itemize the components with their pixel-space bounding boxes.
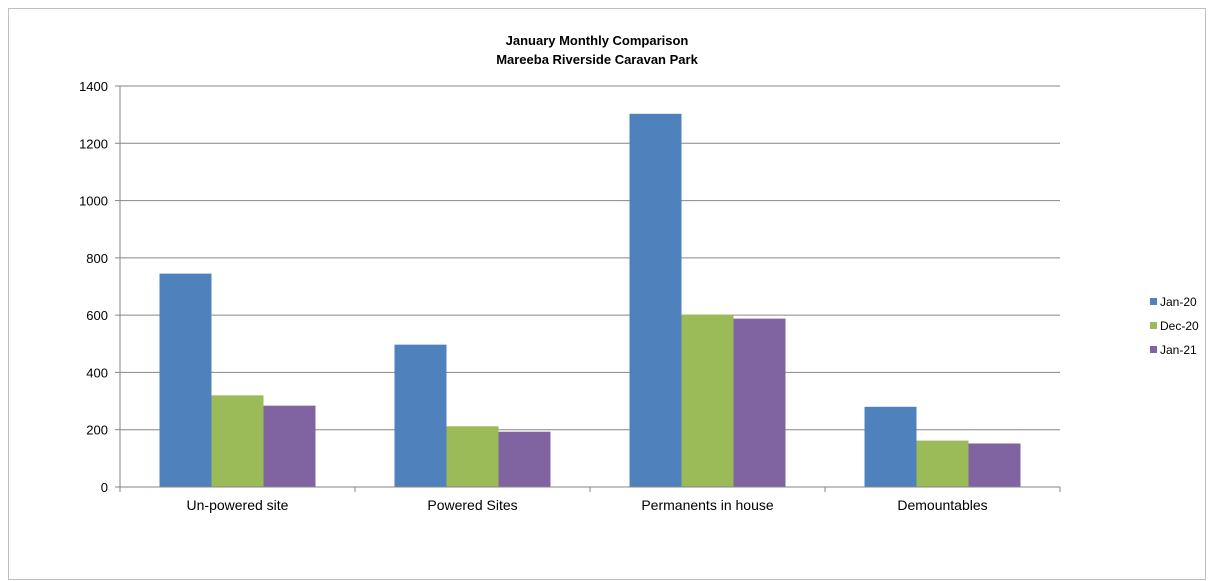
y-tick-label: 1400	[79, 79, 108, 94]
bar	[498, 431, 551, 487]
bar	[394, 344, 447, 487]
x-axis-labels: Un-powered site Powered Sites Permanents i…	[187, 497, 988, 513]
legend-swatch	[1150, 322, 1157, 329]
x-tick-label: Permanents in house	[641, 497, 774, 513]
gridlines	[120, 85, 1060, 431]
x-tick-label: Powered Sites	[427, 497, 517, 513]
y-tick-label: 400	[86, 365, 108, 380]
bar	[733, 318, 786, 487]
legend-swatch	[1150, 346, 1157, 353]
legend-label: Jan-20	[1160, 295, 1197, 309]
bars	[159, 113, 1021, 487]
y-tick-label: 0	[101, 480, 108, 495]
legend-label: Jan-21	[1160, 343, 1197, 357]
bar	[263, 405, 316, 487]
bar	[629, 113, 682, 487]
bar	[211, 395, 264, 487]
y-tick-label: 1000	[79, 194, 108, 209]
y-tick-label: 200	[86, 423, 108, 438]
chart-title: January Monthly Comparison	[506, 33, 689, 48]
axes	[119, 86, 1061, 492]
bar	[916, 440, 969, 487]
y-axis-ticks: 0 200 400 600 800 1000 1200 1400	[79, 79, 120, 495]
bar	[968, 443, 1021, 487]
y-tick-label: 1200	[79, 136, 108, 151]
y-tick-label: 800	[86, 251, 108, 266]
legend-label: Dec-20	[1160, 319, 1199, 333]
bar	[446, 426, 499, 487]
legend-swatch	[1150, 298, 1157, 305]
x-tick-label: Demountables	[897, 497, 987, 513]
legend: Jan-20 Dec-20 Jan-21	[1150, 295, 1199, 357]
bar	[864, 406, 917, 487]
y-tick-label: 600	[86, 308, 108, 323]
bar	[159, 273, 212, 487]
bar	[681, 314, 734, 487]
chart-subtitle: Mareeba Riverside Caravan Park	[496, 52, 698, 67]
x-tick-label: Un-powered site	[187, 497, 289, 513]
